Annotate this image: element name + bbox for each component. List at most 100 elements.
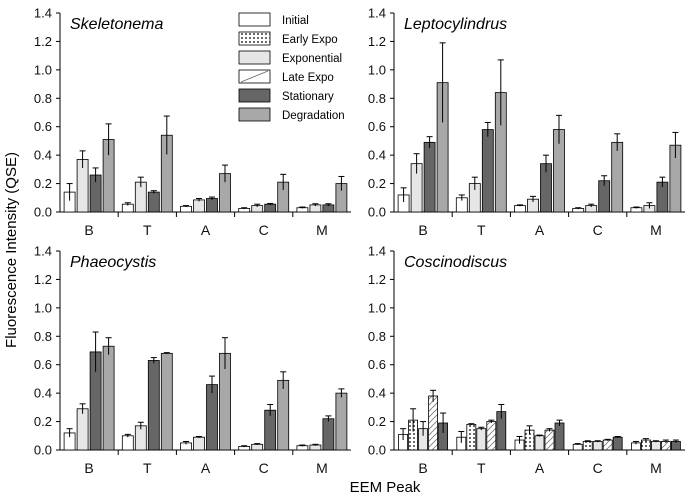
errorbar-stationary-b <box>426 136 433 149</box>
legend-swatch-late-expo-hatch <box>240 70 269 83</box>
y-axis-title: Fluorescence Intensity (QSE) <box>3 152 20 348</box>
bar-exponential-m <box>309 444 322 451</box>
errorbar-exponential-a <box>530 195 536 203</box>
errorbar-exponential-b <box>413 153 420 174</box>
y-tick-label: 0.2 <box>34 414 52 429</box>
errorbar-stationary-b <box>92 167 99 183</box>
y-tick-label: 1.2 <box>34 272 52 287</box>
legend-item-late-expo: Late Expo <box>238 69 334 84</box>
errorbar-initial-m <box>299 444 306 447</box>
y-tick-label: 1.2 <box>368 34 386 49</box>
y-tick-label: 0.6 <box>34 119 52 134</box>
y-tick-label: 1.0 <box>368 62 386 77</box>
y-tick-label: 0.0 <box>368 443 386 458</box>
panel-title: Coscinodiscus <box>404 254 507 271</box>
errorbar-degradation-t <box>163 352 170 355</box>
y-tick-label: 1.4 <box>368 6 386 21</box>
legend-label-initial: Initial <box>282 15 309 27</box>
x-tick-label: T <box>143 222 152 238</box>
panel-title: Leptocylindrus <box>404 16 507 33</box>
x-tick-label: M <box>650 460 662 476</box>
bar-degradation-m <box>335 392 348 451</box>
bar-late-expo-c <box>602 439 613 451</box>
errorbar-stationary-c <box>267 202 274 205</box>
errorbar-initial-t <box>458 431 465 443</box>
errorbar-early-expo-m <box>642 438 649 442</box>
errorbar-exponential-c <box>254 443 261 446</box>
x-axis-title: EEM Peak <box>350 479 421 496</box>
errorbar-exponential-m <box>646 202 653 209</box>
bar-stationary-c <box>264 409 277 451</box>
errorbar-degradation-c <box>280 371 287 389</box>
x-tick-label: M <box>650 222 662 238</box>
errorbar-degradation-t <box>497 59 504 126</box>
errorbar-exponential-a <box>196 435 202 438</box>
y-tick-label: 0.8 <box>368 91 386 106</box>
errorbar-degradation-b <box>105 337 112 355</box>
y-tick-label: 0.8 <box>34 329 52 344</box>
x-tick-label: C <box>593 222 603 238</box>
bar-stationary-t <box>147 360 160 451</box>
bar-exponential-c <box>251 443 264 451</box>
errorbar-exponential-b <box>79 150 86 168</box>
errorbar-degradation-m <box>338 388 345 398</box>
errorbar-exponential-m <box>312 443 319 446</box>
bar-degradation-b <box>102 345 115 451</box>
legend-swatch-stationary <box>238 88 271 103</box>
bar-late-expo-t <box>486 421 497 451</box>
bar-early-expo-t <box>466 424 477 451</box>
bar-exponential-t <box>134 425 147 451</box>
x-tick-label: T <box>477 222 486 238</box>
y-tick-label: 0.8 <box>368 329 386 344</box>
x-tick-label: A <box>535 222 545 238</box>
x-tick-label: B <box>418 222 427 238</box>
legend-swatch-early-expo <box>238 31 271 46</box>
y-tick-label: 0.2 <box>34 176 52 191</box>
y-tick-label: 0.0 <box>34 443 52 458</box>
bar-exponential-a <box>193 199 205 213</box>
x-tick-label: M <box>316 460 328 476</box>
errorbar-stationary-t <box>150 190 157 194</box>
errorbar-degradation-b <box>105 123 112 156</box>
errorbar-initial-c <box>241 207 248 210</box>
errorbar-initial-a <box>183 205 189 208</box>
bar-early-expo-m <box>641 439 651 451</box>
x-tick-label: B <box>84 460 93 476</box>
y-tick-label: 1.2 <box>34 34 52 49</box>
errorbar-late-expo-a <box>546 428 553 432</box>
y-tick-label: 0.2 <box>368 176 386 191</box>
errorbar-stationary-c <box>267 404 274 416</box>
y-tick-label: 1.2 <box>368 272 386 287</box>
errorbar-degradation-m <box>338 175 345 191</box>
errorbar-stationary-m <box>325 415 332 422</box>
errorbar-stationary-c <box>601 175 608 186</box>
bar-stationary-t <box>481 129 494 213</box>
x-tick-label: C <box>259 222 269 238</box>
bar-late-expo-a <box>544 429 555 451</box>
bar-stationary-a <box>554 422 565 451</box>
errorbar-degradation-t <box>163 115 170 155</box>
bar-stationary-c <box>612 436 623 451</box>
errorbar-early-expo-b <box>410 408 417 432</box>
errorbar-exponential-a <box>196 197 202 202</box>
legend: Initial Early Expo Exponential Late Expo… <box>238 12 345 122</box>
y-tick-label: 1.4 <box>368 244 386 259</box>
errorbar-stationary-t <box>484 121 491 137</box>
errorbar-stationary-t <box>498 404 505 419</box>
bar-stationary-a <box>206 198 218 213</box>
panel-phaeocystis: 0.0 0.2 0.4 0.6 0.8 1.0 1.2 1.4 B T A C M Phaeocystis <box>34 244 351 476</box>
errorbar-initial-m <box>632 440 639 445</box>
errorbar-late-expo-c <box>604 438 611 441</box>
errorbar-initial-b <box>400 187 407 203</box>
bar-exponential-t <box>476 428 487 451</box>
errorbar-degradation-a <box>556 114 562 144</box>
bar-exponential-c <box>592 441 603 451</box>
legend-label-stationary: Stationary <box>282 91 334 103</box>
x-tick-label: B <box>84 222 93 238</box>
errorbar-stationary-a <box>209 196 215 200</box>
panel-coscinodiscus: 0.0 0.2 0.4 0.6 0.8 1.0 1.2 1.4 B T A C M Coscinodisc… <box>368 244 685 476</box>
y-tick-label: 0.6 <box>34 357 52 372</box>
panel-leptocylindrus: 0.0 0.2 0.4 0.6 0.8 1.0 1.2 1.4 B T A C M Leptocylind… <box>368 6 685 238</box>
errorbar-exponential-c <box>594 440 601 443</box>
errorbar-exponential-t <box>137 176 144 188</box>
